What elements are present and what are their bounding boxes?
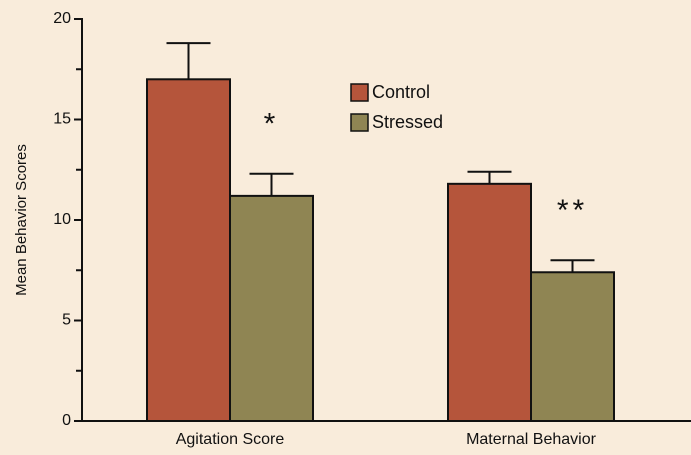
legend-swatch bbox=[350, 83, 369, 102]
y-axis-label: Mean Behavior Scores bbox=[13, 144, 30, 296]
bar bbox=[447, 182, 532, 422]
legend-swatch bbox=[350, 113, 369, 132]
y-tick-label: 10 bbox=[53, 211, 71, 228]
y-tick-label: 0 bbox=[62, 412, 71, 429]
y-tick-label: 15 bbox=[53, 111, 71, 128]
bar bbox=[146, 78, 231, 423]
y-tick-label: 5 bbox=[62, 312, 71, 329]
x-tick-label: Agitation Score bbox=[176, 431, 285, 448]
annotation: ** bbox=[557, 194, 588, 227]
legend-label: Stressed bbox=[372, 112, 443, 132]
y-tick-label: 20 bbox=[53, 10, 71, 27]
legend-label: Control bbox=[372, 82, 430, 102]
bar bbox=[229, 194, 314, 422]
x-tick-label: Maternal Behavior bbox=[466, 431, 597, 448]
annotation: * bbox=[264, 108, 280, 141]
bar bbox=[530, 271, 615, 423]
